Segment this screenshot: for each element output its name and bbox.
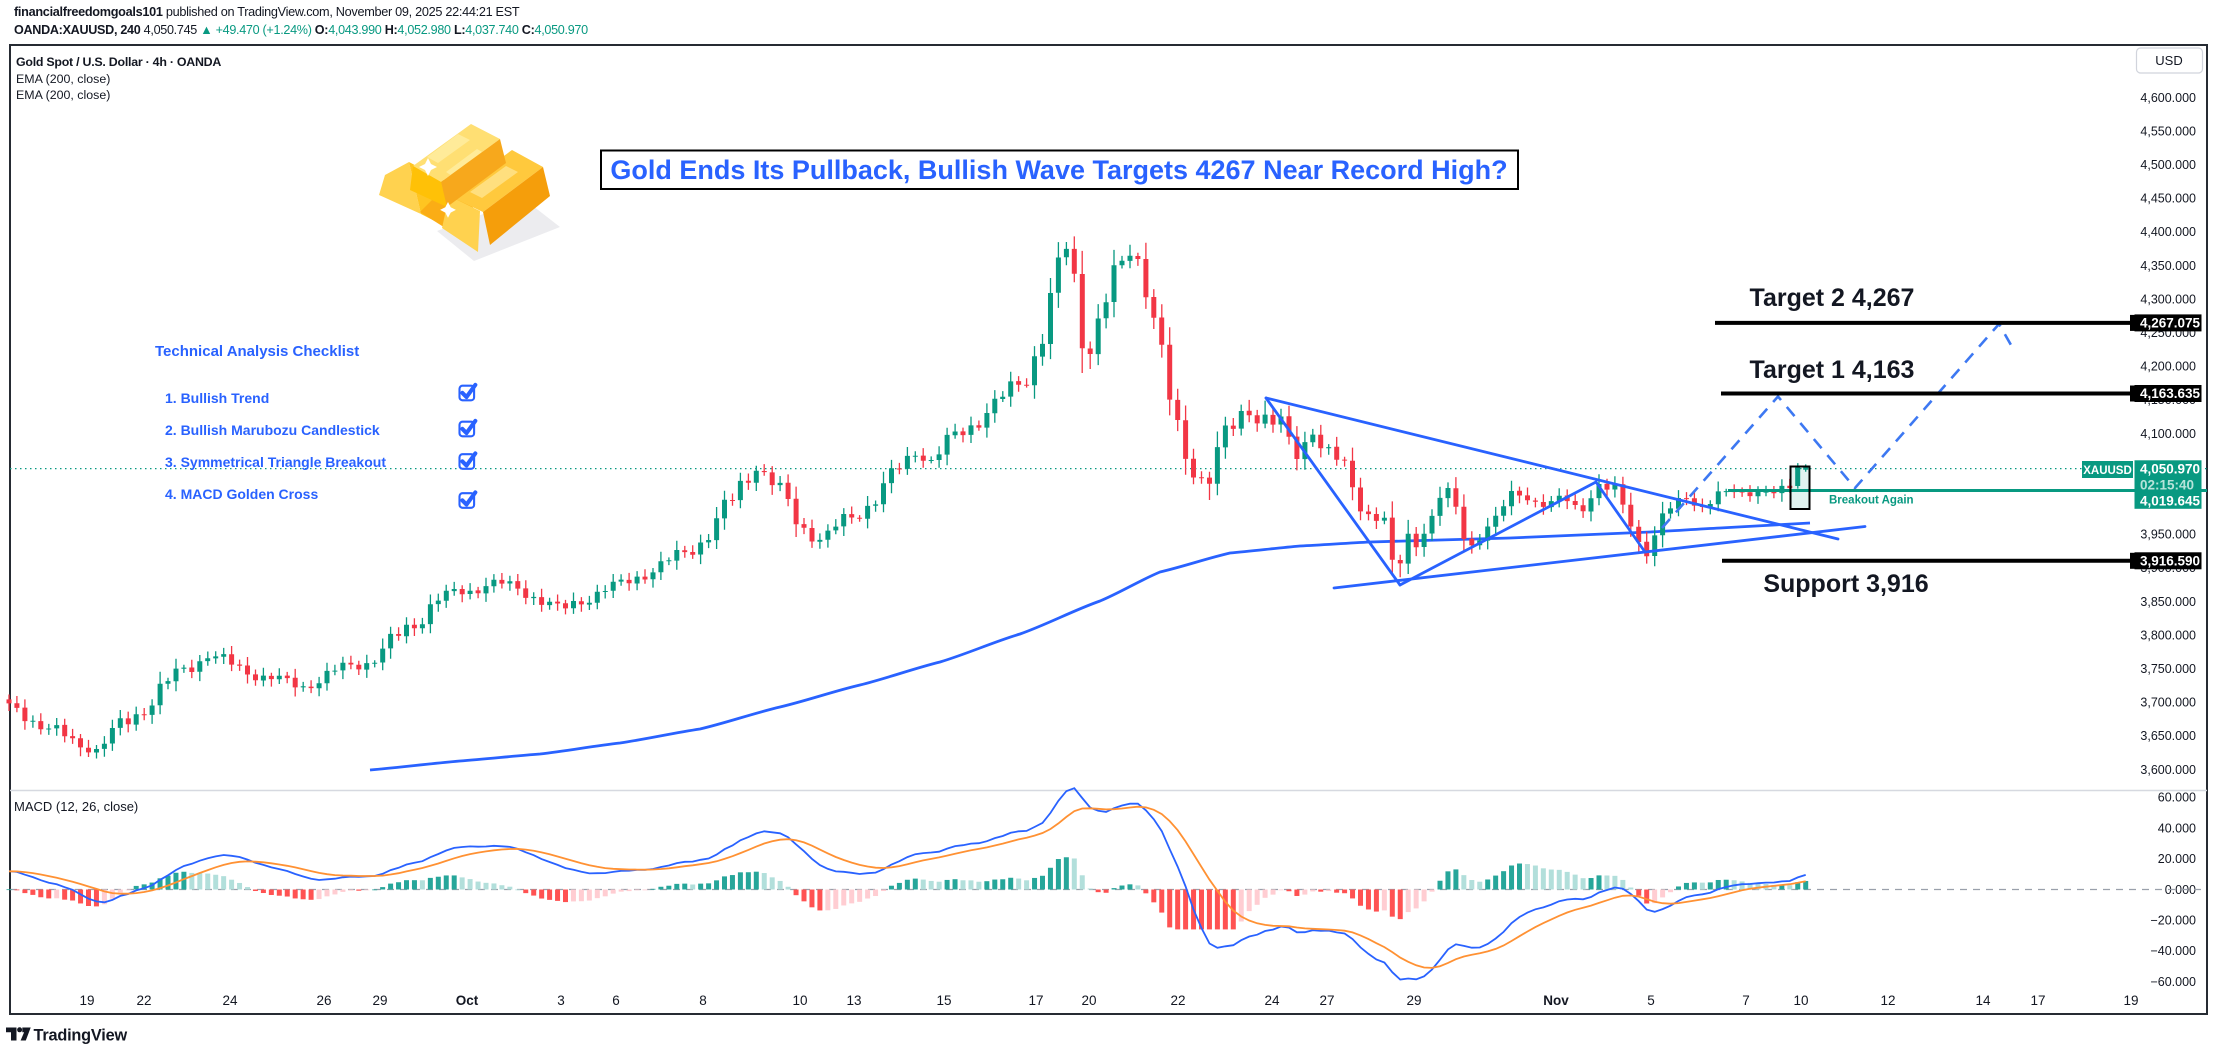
svg-text:3,750.000: 3,750.000 [2140,662,2196,676]
svg-text:4,019.645: 4,019.645 [2140,494,2201,509]
svg-text:4,100.000: 4,100.000 [2140,427,2196,441]
svg-text:MACD (12, 26, close): MACD (12, 26, close) [14,799,138,814]
svg-text:1. Bullish Trend: 1. Bullish Trend [165,390,269,406]
svg-text:Target 2 4,267: Target 2 4,267 [1750,284,1915,312]
svg-text:4,350.000: 4,350.000 [2140,259,2196,273]
svg-text:Nov: Nov [1543,993,1569,1008]
svg-text:3,600.000: 3,600.000 [2140,763,2196,777]
svg-text:Technical Analysis Checklist: Technical Analysis Checklist [155,343,359,360]
svg-text:19: 19 [2123,993,2138,1008]
svg-text:3,850.000: 3,850.000 [2140,595,2196,609]
svg-text:3,950.000: 3,950.000 [2140,528,2196,542]
svg-text:3,700.000: 3,700.000 [2140,696,2196,710]
svg-text:Oct: Oct [456,993,479,1008]
svg-text:10: 10 [792,993,807,1008]
svg-text:6: 6 [612,993,620,1008]
svg-text:24: 24 [1264,993,1280,1008]
svg-text:Gold Spot / U.S. Dollar · 4h ·: Gold Spot / U.S. Dollar · 4h · OANDA [16,55,221,69]
svg-text:29: 29 [1406,993,1421,1008]
svg-text:4,400.000: 4,400.000 [2140,225,2196,239]
svg-text:8: 8 [699,993,707,1008]
svg-text:4,050.970: 4,050.970 [2140,462,2200,477]
svg-text:−20.000: −20.000 [2150,914,2196,928]
svg-text:22: 22 [136,993,151,1008]
svg-text:4,200.000: 4,200.000 [2140,360,2196,374]
svg-text:22: 22 [1170,993,1185,1008]
svg-text:3: 3 [557,993,565,1008]
svg-text:Gold Ends Its Pullback, Bullis: Gold Ends Its Pullback, Bullish Wave Tar… [610,155,1507,185]
svg-text:financialfreedomgoals101 publi: financialfreedomgoals101 published on Tr… [14,5,520,19]
svg-text:14: 14 [1975,993,1991,1008]
svg-text:4,163.635: 4,163.635 [2140,386,2201,401]
svg-text:12: 12 [1880,993,1895,1008]
svg-text:17: 17 [2030,993,2045,1008]
svg-text:40.000: 40.000 [2158,821,2196,835]
svg-text:10: 10 [1793,993,1808,1008]
svg-text:5: 5 [1647,993,1655,1008]
svg-text:4,500.000: 4,500.000 [2140,158,2196,172]
svg-text:3,650.000: 3,650.000 [2140,729,2196,743]
svg-text:17: 17 [1028,993,1043,1008]
svg-text:2. Bullish Marubozu Candlestic: 2. Bullish Marubozu Candlestick [165,422,380,438]
svg-text:02:15:40: 02:15:40 [2140,478,2194,493]
svg-text:19: 19 [79,993,94,1008]
svg-text:Target 1 4,163: Target 1 4,163 [1750,356,1915,384]
svg-text:4,300.000: 4,300.000 [2140,292,2196,306]
svg-text:TradingView: TradingView [34,1027,128,1045]
svg-text:XAUUSD: XAUUSD [2083,465,2132,477]
svg-text:4,550.000: 4,550.000 [2140,124,2196,138]
svg-text:27: 27 [1319,993,1334,1008]
svg-text:15: 15 [936,993,951,1008]
svg-text:60.000: 60.000 [2158,791,2196,805]
svg-text:20.000: 20.000 [2158,852,2196,866]
svg-text:26: 26 [316,993,331,1008]
svg-text:4,450.000: 4,450.000 [2140,192,2196,206]
svg-text:−40.000: −40.000 [2150,944,2196,958]
svg-text:3. Symmetrical Triangle Breako: 3. Symmetrical Triangle Breakout [165,454,386,470]
svg-text:3,916.590: 3,916.590 [2140,554,2200,569]
svg-text:Support 3,916: Support 3,916 [1763,570,1928,598]
svg-text:13: 13 [846,993,861,1008]
svg-text:OANDA:XAUUSD, 240 4,050.745 ▲: OANDA:XAUUSD, 240 4,050.745 ▲ +49.470 (+… [14,23,588,37]
svg-text:0.000: 0.000 [2165,883,2196,897]
svg-text:Breakout Again: Breakout Again [1829,495,1914,507]
svg-text:4,600.000: 4,600.000 [2140,91,2196,105]
svg-text:7: 7 [1742,993,1750,1008]
svg-text:3,800.000: 3,800.000 [2140,628,2196,642]
svg-text:USD: USD [2155,53,2182,68]
svg-text:−60.000: −60.000 [2150,975,2196,989]
svg-text:29: 29 [372,993,387,1008]
svg-text:EMA (200, close): EMA (200, close) [16,88,110,102]
svg-text:24: 24 [222,993,238,1008]
svg-text:4,267.075: 4,267.075 [2140,316,2201,331]
svg-text:20: 20 [1081,993,1096,1008]
svg-text:4. MACD Golden Cross: 4. MACD Golden Cross [165,486,318,502]
svg-text:EMA (200, close): EMA (200, close) [16,72,110,86]
